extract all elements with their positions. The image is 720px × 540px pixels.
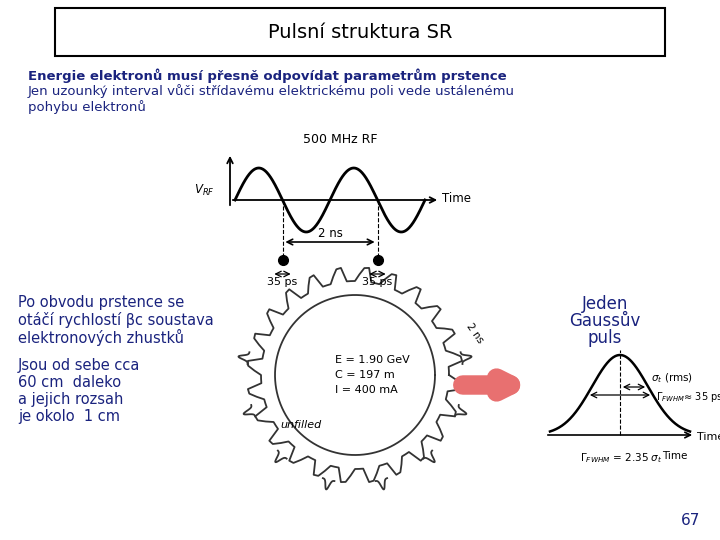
Text: 2 ns: 2 ns [318, 227, 343, 240]
Text: pohybu elektronů: pohybu elektronů [28, 100, 146, 114]
Text: 35 ps: 35 ps [267, 277, 297, 287]
Text: $\sigma_t$ (rms): $\sigma_t$ (rms) [651, 372, 693, 385]
Text: Po obvodu prstence se: Po obvodu prstence se [18, 295, 184, 310]
Text: je okolo  1 cm: je okolo 1 cm [18, 409, 120, 424]
Text: C = 197 m: C = 197 m [335, 370, 395, 380]
Text: otáčí rychlostí βc soustava: otáčí rychlostí βc soustava [18, 312, 214, 328]
Text: Jen uzounký interval vůči střídavému elektrickému poli vede ustálenému: Jen uzounký interval vůči střídavému ele… [28, 84, 515, 98]
Text: Time: Time [442, 192, 471, 205]
Text: 35 ps: 35 ps [362, 277, 392, 287]
Text: elektronových zhustků: elektronových zhustků [18, 329, 184, 346]
Text: Time: Time [697, 432, 720, 442]
Text: $\Gamma_{FWHM}$ = 2.35 $\sigma_t$: $\Gamma_{FWHM}$ = 2.35 $\sigma_t$ [580, 451, 662, 465]
Text: Jsou od sebe cca: Jsou od sebe cca [18, 358, 140, 373]
Text: unfilled: unfilled [280, 420, 321, 430]
Text: E = 1.90 GeV: E = 1.90 GeV [335, 355, 410, 365]
Text: a jejich rozsah: a jejich rozsah [18, 392, 123, 407]
Text: 2 ns: 2 ns [464, 321, 485, 345]
Text: Pulsní struktura SR: Pulsní struktura SR [268, 23, 452, 42]
Text: puls: puls [588, 329, 622, 347]
Text: $\Gamma_{FWHM}$≈ 35 ps: $\Gamma_{FWHM}$≈ 35 ps [656, 390, 720, 404]
Text: Gaussův: Gaussův [570, 312, 641, 330]
Text: Energie elektronů musí přesně odpovídat parametrům prstence: Energie elektronů musí přesně odpovídat … [28, 68, 507, 83]
Text: Time: Time [662, 451, 688, 461]
Text: 60 cm  daleko: 60 cm daleko [18, 375, 121, 390]
Bar [55, 8, 665, 56]
Text: 67: 67 [680, 513, 700, 528]
Text: I = 400 mA: I = 400 mA [335, 385, 397, 395]
Text: 500 MHz RF: 500 MHz RF [302, 133, 377, 146]
Text: Jeden: Jeden [582, 295, 628, 313]
Text: $V_{RF}$: $V_{RF}$ [194, 183, 215, 198]
